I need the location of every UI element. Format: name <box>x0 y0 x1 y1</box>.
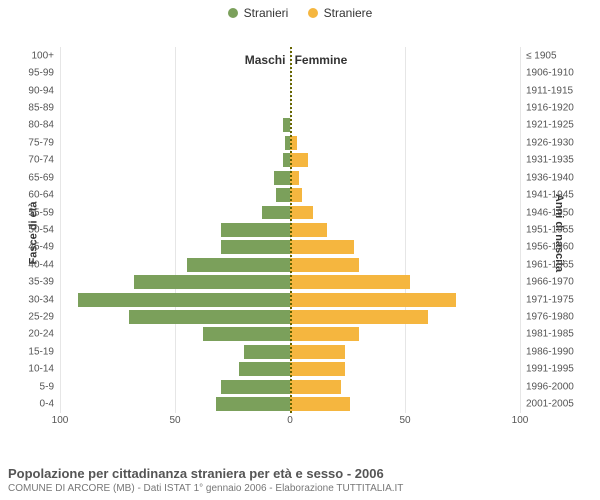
legend-label-male: Stranieri <box>244 6 289 20</box>
population-pyramid-chart: Stranieri Straniere Fasce di età Anni di… <box>0 0 600 500</box>
age-label: 80-84 <box>28 120 60 131</box>
x-tick-label: 100 <box>52 415 69 426</box>
footer-title: Popolazione per cittadinanza straniera p… <box>8 466 592 481</box>
age-label: 55-59 <box>28 207 60 218</box>
bar-female <box>290 275 410 289</box>
chart-area: Fasce di età Anni di nascita Maschi Femm… <box>0 23 600 443</box>
birth-year-label: 1991-1995 <box>520 364 574 375</box>
birth-year-label: ≤ 1905 <box>520 50 557 61</box>
birth-year-label: 1946-1950 <box>520 207 574 218</box>
bar-male <box>244 345 290 359</box>
bar-female <box>290 206 313 220</box>
age-label: 0-4 <box>40 399 60 410</box>
birth-year-label: 1956-1960 <box>520 242 574 253</box>
bar-male <box>283 153 290 167</box>
age-label: 25-29 <box>28 312 60 323</box>
bar-female <box>290 380 341 394</box>
bar-male <box>274 171 290 185</box>
plot: Maschi Femmine 100+≤ 190595-991906-19109… <box>60 47 520 413</box>
birth-year-label: 1966-1970 <box>520 277 574 288</box>
bar-female <box>290 153 308 167</box>
age-label: 100+ <box>31 50 60 61</box>
birth-year-label: 1951-1955 <box>520 224 574 235</box>
x-tick-label: 50 <box>169 415 180 426</box>
age-label: 40-44 <box>28 259 60 270</box>
age-label: 95-99 <box>28 68 60 79</box>
bar-female <box>290 327 359 341</box>
age-label: 5-9 <box>40 381 60 392</box>
age-label: 75-79 <box>28 137 60 148</box>
age-label: 60-64 <box>28 190 60 201</box>
x-tick-label: 100 <box>512 415 529 426</box>
birth-year-label: 1986-1990 <box>520 346 574 357</box>
birth-year-label: 1931-1935 <box>520 155 574 166</box>
bar-male <box>221 380 290 394</box>
age-label: 15-19 <box>28 346 60 357</box>
birth-year-label: 1996-2000 <box>520 381 574 392</box>
bar-female <box>290 397 350 411</box>
bar-male <box>129 310 290 324</box>
age-label: 35-39 <box>28 277 60 288</box>
birth-year-label: 1911-1915 <box>520 85 573 96</box>
bar-male <box>276 188 290 202</box>
bar-male <box>221 240 290 254</box>
center-line <box>290 47 292 413</box>
age-label: 45-49 <box>28 242 60 253</box>
bar-male <box>262 206 290 220</box>
birth-year-label: 1981-1985 <box>520 329 574 340</box>
bar-female <box>290 258 359 272</box>
bar-male <box>239 362 290 376</box>
x-axis: 10050050100 <box>60 415 520 433</box>
legend-label-female: Straniere <box>324 6 373 20</box>
footer: Popolazione per cittadinanza straniera p… <box>8 466 592 494</box>
bar-male <box>203 327 290 341</box>
birth-year-label: 1936-1940 <box>520 172 574 183</box>
age-label: 90-94 <box>28 85 60 96</box>
age-label: 85-89 <box>28 102 60 113</box>
birth-year-label: 1976-1980 <box>520 312 574 323</box>
age-label: 65-69 <box>28 172 60 183</box>
birth-year-label: 1926-1930 <box>520 137 574 148</box>
age-label: 70-74 <box>28 155 60 166</box>
birth-year-label: 1906-1910 <box>520 68 574 79</box>
footer-subtitle: COMUNE DI ARCORE (MB) - Dati ISTAT 1° ge… <box>8 483 592 494</box>
bar-female <box>290 240 354 254</box>
age-label: 10-14 <box>28 364 60 375</box>
birth-year-label: 1916-1920 <box>520 102 574 113</box>
birth-year-label: 1971-1975 <box>520 294 574 305</box>
bar-male <box>78 293 290 307</box>
bar-female <box>290 223 327 237</box>
birth-year-label: 2001-2005 <box>520 399 574 410</box>
x-tick-label: 50 <box>399 415 410 426</box>
x-tick-label: 0 <box>287 415 293 426</box>
birth-year-label: 1961-1965 <box>520 259 574 270</box>
bar-male <box>134 275 290 289</box>
legend: Stranieri Straniere <box>0 0 600 23</box>
legend-item-female: Straniere <box>308 6 373 20</box>
bar-female <box>290 362 345 376</box>
age-label: 20-24 <box>28 329 60 340</box>
legend-swatch-male <box>228 8 238 18</box>
bar-female <box>290 345 345 359</box>
birth-year-label: 1921-1925 <box>520 120 574 131</box>
bar-female <box>290 293 456 307</box>
age-label: 30-34 <box>28 294 60 305</box>
bar-female <box>290 310 428 324</box>
birth-year-label: 1941-1945 <box>520 190 574 201</box>
age-label: 50-54 <box>28 224 60 235</box>
bar-male <box>283 118 290 132</box>
legend-item-male: Stranieri <box>228 6 289 20</box>
bar-male <box>187 258 291 272</box>
legend-swatch-female <box>308 8 318 18</box>
bar-male <box>221 223 290 237</box>
bar-male <box>216 397 290 411</box>
